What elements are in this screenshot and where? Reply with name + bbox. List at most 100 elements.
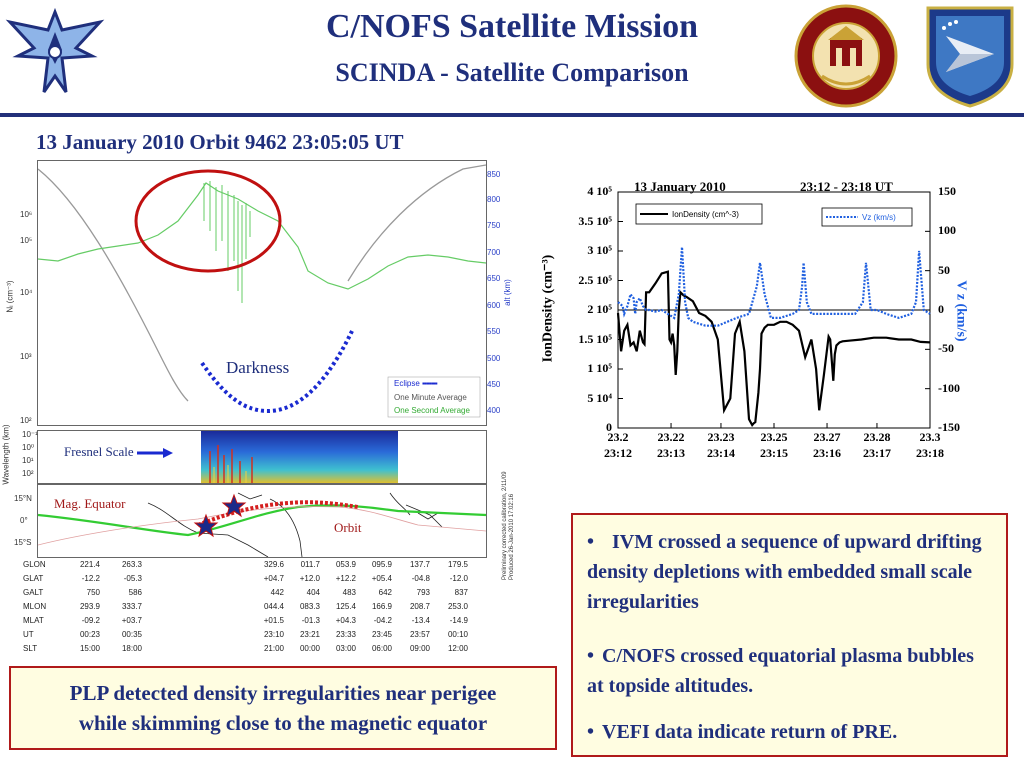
table-cell: +12.2 [335,574,356,583]
y2-tick-label: 50 [938,262,950,277]
legend-box-vz [821,207,913,227]
y2-axis-label: V z (km/s) [953,280,969,342]
table-cell: 053.9 [335,560,356,569]
bullet-item: • VEFI data indicate return of PRE. [587,721,898,743]
caption-box: PLP detected density irregularities near… [9,666,557,750]
alt-tick: 600 [487,301,501,310]
x-tick-label-ut: 23:16 [813,446,842,460]
table-cell: 083.3 [299,602,320,611]
air-force-logo [0,0,110,110]
table-cell: 06:00 [371,644,392,653]
wavelength-spectrogram [37,430,487,484]
x-tick-label: 23.25 [760,430,788,444]
table-cell: 837 [454,588,468,597]
table-cell: 00:00 [299,644,320,653]
findings-box: • IVM crossed a sequence of upward drifti… [571,513,1008,757]
table-row-label: UT [23,630,34,639]
table-row-label: GLON [23,560,46,569]
star-icon [221,493,247,518]
table-cell: 793 [416,588,430,597]
table-cell: 23:57 [409,630,430,639]
y2-tick-label: -50 [938,341,954,356]
wavelength-tick: 10² [22,469,34,478]
orbit-map [37,484,487,558]
page-title: C/NOFS Satellite Mission [325,8,699,45]
mag-equator-label: Mag. Equator [54,496,126,511]
table-cell: 23:45 [371,630,392,639]
density-vz-chart: IonDensity (cm^-3) Vz (km/s) [616,191,931,429]
orbit-track [37,506,487,546]
table-cell: -14.9 [449,616,468,625]
y-tick-label: 0 [606,420,612,434]
y-tick: 10⁴ [20,288,33,297]
orbit-table: GLON GLAT GALT MLON MLAT UT SLT [0,560,520,660]
table-cell: 208.7 [409,602,430,611]
table-cell: -01.3 [301,616,320,625]
bullet-item: • IVM crossed a sequence of upward drifti… [587,531,982,613]
table-cell: 329.6 [263,560,284,569]
star-icon [193,513,219,538]
y2-tick-label: 0 [938,302,944,316]
y-tick-label: 3 10⁵ [587,243,612,257]
alt-tick: 550 [487,327,501,336]
x-tick-label-ut: 23:15 [760,446,788,460]
alt-tick: 700 [487,248,501,257]
table-cell: +12.0 [299,574,320,583]
y-tick: 10⁶ [20,210,33,219]
table-cell: 442 [270,588,284,597]
table-cell: -04.2 [373,616,392,625]
x-tick-label: 23.23 [707,430,735,444]
table-cell: 125.4 [335,602,356,611]
table-cell: 03:00 [335,644,356,653]
legend-label-vz: Vz (km/s) [862,213,896,222]
table-cell: -05.3 [123,574,142,583]
table-cell: +04.7 [263,574,284,583]
one-second-average-curve [37,182,487,290]
alt-tick: 400 [487,406,501,415]
table-cell: 15:00 [79,644,100,653]
table-cell: 18:00 [121,644,142,653]
legend-one-minute: One Minute Average [394,393,467,402]
table-cell: 137.7 [409,560,430,569]
table-cell: 263.3 [121,560,142,569]
alt-tick: 650 [487,274,501,283]
x-tick-label-ut: 23:14 [706,446,735,460]
table-cell: +01.5 [263,616,284,625]
alt-axis-label: alt (km) [502,279,512,306]
table-cell: 750 [86,588,100,597]
table-cell: 586 [128,588,142,597]
table-cell: -12.2 [81,574,100,583]
y-tick: 10² [20,416,32,425]
table-cell: 642 [378,588,392,597]
calibration-note: Preliminary corrected calibration, 2/11/… [502,471,515,580]
table-cell: 23:21 [299,630,320,639]
table-cell: 00:10 [447,630,468,639]
table-cell: 09:00 [409,644,430,653]
map-tick: 15°S [14,538,32,547]
y-tick: 10³ [20,352,32,361]
table-row-label: GLAT [23,574,44,583]
table-row-label: GALT [23,588,44,597]
map-tick: 15°N [14,494,32,503]
header-divider [0,113,1024,117]
y-axis-label: Nᵢ (cm⁻³) [5,280,15,313]
table-cell: 00:35 [121,630,142,639]
orbit-label: Orbit [334,520,362,535]
table-cell: -09.2 [81,616,100,625]
alt-tick: 850 [487,170,501,179]
x-tick-label-ut: 23:12 [604,446,632,460]
table-cell: 293.9 [79,602,100,611]
x-tick-label: 23.27 [813,430,841,444]
ion-density-line [616,270,931,428]
bullet-item: • C/NOFS crossed equatorial plasma bubble… [587,645,974,697]
table-cell: -04.8 [411,574,430,583]
wavelength-tick: 10⁻¹ [22,430,38,439]
wavelength-tick: 10¹ [22,456,34,465]
bullet-icon: • [587,721,595,743]
boston-college-seal-logo [792,2,900,110]
table-cell: 23:33 [335,630,356,639]
y-tick-label: 1.5 10⁵ [578,331,612,346]
map-tick: 0° [20,516,28,525]
darkness-label: Darkness [226,358,290,377]
table-cell: 21:00 [263,644,284,653]
